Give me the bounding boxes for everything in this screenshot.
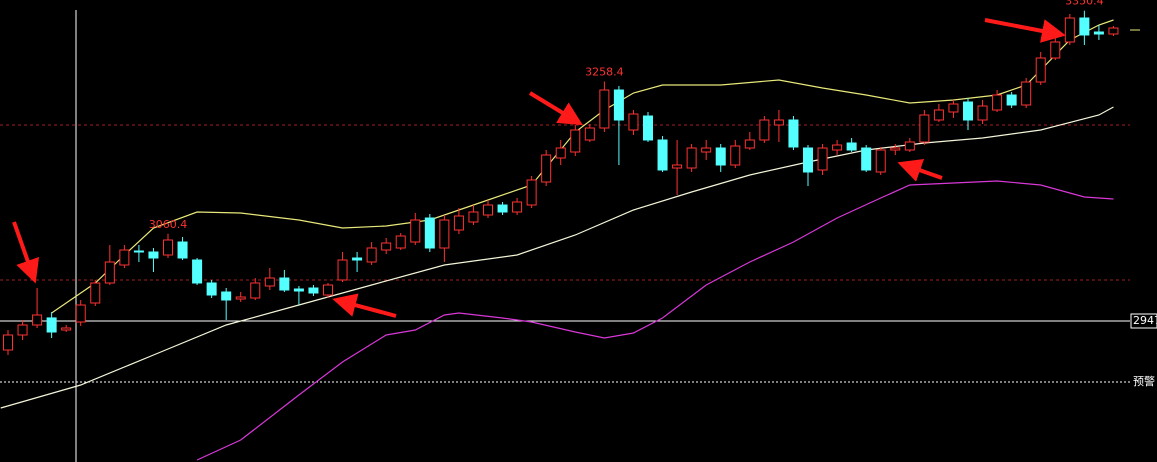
candle-body <box>1064 17 1075 43</box>
candle-body <box>744 139 755 149</box>
candle-body <box>104 261 115 284</box>
candle-body <box>526 179 537 206</box>
candle-body <box>279 277 290 291</box>
candle-body <box>759 119 770 141</box>
arrow <box>12 221 40 284</box>
candle-body <box>773 119 784 126</box>
annotations: 3060.4 3258.4 3350.4 <box>149 0 1104 231</box>
candle-body <box>613 89 624 121</box>
candle-body <box>250 282 261 299</box>
candle-body <box>657 139 668 171</box>
candle-body <box>672 164 683 169</box>
candle-body <box>1050 41 1061 59</box>
arrow <box>332 293 397 318</box>
candle-body <box>832 144 843 151</box>
candle-body <box>395 235 406 249</box>
candle-body <box>1021 81 1032 106</box>
level-label: 2947 <box>1133 314 1157 327</box>
candle-body <box>701 147 712 153</box>
indicator-line <box>0 106 1114 409</box>
candle-body <box>221 291 232 301</box>
candle-body <box>424 217 435 249</box>
candle-body <box>206 282 217 296</box>
candle-body <box>453 215 464 231</box>
candle-body <box>584 127 595 141</box>
candle-body <box>686 147 697 169</box>
candle-body <box>235 296 246 300</box>
candle-body <box>2 334 14 351</box>
candle-body <box>642 115 654 141</box>
candle-body <box>977 105 988 121</box>
candle-body <box>962 101 974 121</box>
candle-body <box>308 287 319 294</box>
candle-body <box>730 145 741 166</box>
candle-body <box>541 154 552 183</box>
candle-body <box>788 119 799 148</box>
candle-body <box>1079 17 1090 36</box>
candle-body <box>512 201 523 213</box>
candle-body <box>133 250 144 253</box>
candle-body <box>90 282 101 304</box>
candle-body <box>1108 27 1119 35</box>
arrow <box>528 91 583 126</box>
candle-body <box>293 288 304 292</box>
candle-body <box>948 103 959 113</box>
candle-body <box>264 277 275 287</box>
candle-body <box>861 147 872 171</box>
candle-body <box>192 259 203 284</box>
candle-body <box>381 242 392 251</box>
candle-body <box>555 147 566 159</box>
candle-body <box>482 204 494 216</box>
candle-body <box>1035 57 1046 83</box>
candle-body <box>875 149 886 173</box>
candle-body <box>439 219 450 249</box>
level-label-box <box>1130 313 1157 329</box>
candle-body <box>715 147 726 166</box>
indicator-line <box>196 180 1114 461</box>
candle-body <box>919 114 930 143</box>
candle-body <box>599 89 610 129</box>
arrows <box>12 18 1066 318</box>
candle-body <box>817 147 828 171</box>
candles <box>2 10 1119 355</box>
candle-body <box>17 324 28 336</box>
candle-body <box>162 239 174 256</box>
candle-body <box>352 257 363 261</box>
candle-body <box>337 259 348 281</box>
candle-body <box>992 94 1003 111</box>
candle-body <box>933 109 944 121</box>
candle-body <box>628 113 639 131</box>
candle-body <box>497 204 508 213</box>
candle-body <box>366 247 377 263</box>
candle-body <box>75 304 86 323</box>
candle-body <box>904 141 915 151</box>
candle-body <box>119 249 130 266</box>
candle-body <box>890 147 901 151</box>
arrow <box>984 18 1066 43</box>
arrow <box>897 158 943 182</box>
candle-body <box>846 142 857 151</box>
candle-body <box>1093 31 1104 35</box>
candle-body <box>61 327 72 331</box>
candle-body <box>148 251 159 259</box>
candle-body <box>468 211 479 223</box>
candle-body <box>32 314 43 326</box>
high-label: 3258.4 <box>585 65 624 78</box>
high-label: 3060.4 <box>149 218 188 231</box>
candle-body <box>1006 94 1017 106</box>
candle-body <box>802 147 814 173</box>
candle-body <box>46 317 57 333</box>
level-label: 预警 <box>1133 374 1155 388</box>
candle-body <box>177 241 188 259</box>
candle-body <box>570 129 581 153</box>
candle-body <box>410 219 421 243</box>
high-label: 3350.4 <box>1065 0 1104 8</box>
candle-body <box>322 284 334 296</box>
